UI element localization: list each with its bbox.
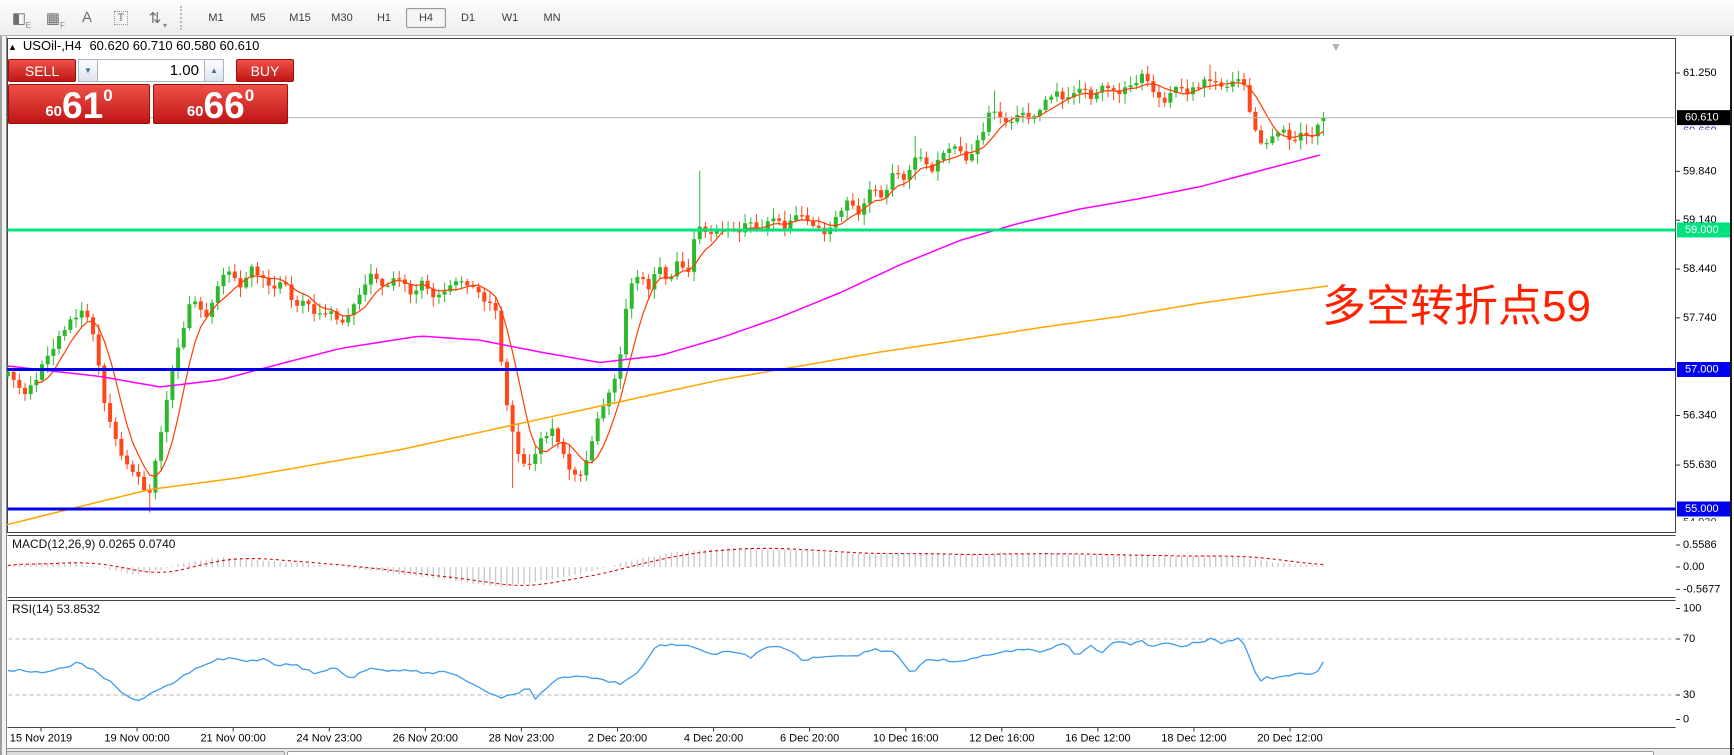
price-chart[interactable]: 61.25059.84059.14058.44057.74056.34055.6… xyxy=(0,36,1734,755)
sell-button[interactable]: SELL xyxy=(8,59,76,82)
svg-text:10 Dec 16:00: 10 Dec 16:00 xyxy=(873,733,938,745)
svg-text:4 Dec 20:00: 4 Dec 20:00 xyxy=(684,733,743,745)
svg-text:19 Nov 00:00: 19 Nov 00:00 xyxy=(104,733,169,745)
svg-text:28 Nov 23:00: 28 Nov 23:00 xyxy=(489,733,554,745)
buy-price-prefix: 60 xyxy=(186,103,204,120)
tf-button-m5[interactable]: M5 xyxy=(250,11,266,24)
svg-text:21 Nov 00:00: 21 Nov 00:00 xyxy=(200,733,265,745)
tf-button-h4[interactable]: H4 xyxy=(406,7,446,28)
chart-title: ▲ USOil-,H4 60.620 60.710 60.580 60.610 xyxy=(8,38,298,53)
chart-annotation-text: 多空转折点59 xyxy=(1322,282,1591,331)
toolbar: ◧ E ▦ F A T ⇅ ▾ M1 M5 M15 M30 H1 H4 D1 W… xyxy=(0,0,1734,36)
tf-button-d1[interactable]: D1 xyxy=(460,11,476,24)
svg-text:59.840: 59.840 xyxy=(1683,165,1717,177)
tf-button-mn[interactable]: MN xyxy=(543,11,561,24)
bottom-tab-strip xyxy=(0,748,1734,755)
macd-panel xyxy=(7,547,1325,587)
svg-text:15 Nov 2019: 15 Nov 2019 xyxy=(10,733,72,745)
dropdown-caret-icon: ▾ xyxy=(162,20,167,30)
svg-text:54.930: 54.930 xyxy=(1683,517,1717,529)
price-axis: 61.25059.84059.14058.44057.74056.34055.6… xyxy=(1676,67,1730,726)
ohlc-values: 60.620 60.710 60.580 60.610 xyxy=(89,38,260,53)
symbol-title: USOil-,H4 xyxy=(22,38,82,53)
bottom-tab-left[interactable] xyxy=(6,751,285,755)
svg-text:58.440: 58.440 xyxy=(1683,263,1717,275)
svg-text:30: 30 xyxy=(1683,689,1695,701)
svg-text:57.740: 57.740 xyxy=(1683,312,1717,324)
svg-text:0.00: 0.00 xyxy=(1683,561,1704,573)
volume-decrease-button[interactable]: ▼ xyxy=(78,59,98,82)
volume-increase-button[interactable]: ▲ xyxy=(204,59,224,82)
svg-text:26 Nov 20:00: 26 Nov 20:00 xyxy=(393,733,458,745)
indicators-icon[interactable]: ◧ E xyxy=(11,9,31,30)
text-label-icon[interactable]: A xyxy=(81,9,92,26)
tf-button-m1[interactable]: M1 xyxy=(208,11,224,24)
svg-text:61.250: 61.250 xyxy=(1683,67,1717,79)
bottom-tab-right[interactable] xyxy=(287,751,1654,755)
panel-frames xyxy=(7,38,1676,728)
buy-price-display[interactable]: 60 66 0 xyxy=(153,84,288,124)
rsi-label: RSI(14) 53.8532 xyxy=(12,602,101,616)
window-left-edge xyxy=(0,36,7,755)
svg-text:0.5586: 0.5586 xyxy=(1683,539,1717,551)
svg-text:-0.5677: -0.5677 xyxy=(1683,583,1720,595)
moving-averages xyxy=(0,82,1329,528)
svg-text:16 Dec 12:00: 16 Dec 12:00 xyxy=(1065,733,1130,745)
svg-text:12 Dec 16:00: 12 Dec 16:00 xyxy=(969,733,1034,745)
tf-button-w1[interactable]: W1 xyxy=(501,11,519,24)
sell-price-prefix: 60 xyxy=(45,103,63,120)
svg-text:55.630: 55.630 xyxy=(1683,459,1717,471)
svg-text:55.000: 55.000 xyxy=(1685,503,1719,515)
tf-button-m30[interactable]: M30 xyxy=(331,11,353,24)
chart-window: 61.250 59.840 59.140 58.440 57.740 56.340 55.6… xyxy=(0,36,1734,755)
svg-text:18 Dec 12:00: 18 Dec 12:00 xyxy=(1161,733,1226,745)
sell-price-display[interactable]: 60 61 0 xyxy=(8,84,150,124)
window-right-edge xyxy=(1730,36,1732,755)
svg-text:24 Nov 23:00: 24 Nov 23:00 xyxy=(297,733,362,745)
scroll-to-end-icon[interactable]: ▼ xyxy=(1330,40,1342,54)
macd-label: MACD(12,26,9) 0.0265 0.0740 xyxy=(12,537,176,551)
volume-input[interactable] xyxy=(98,59,204,82)
svg-text:2 Dec 20:00: 2 Dec 20:00 xyxy=(588,733,647,745)
time-axis: 15 Nov 2019 19 Nov 00:00 21 Nov 00:00 24 No… xyxy=(10,727,1323,745)
sell-price-sup: 0 xyxy=(103,86,113,105)
sell-price-big: 61 xyxy=(62,85,104,126)
svg-text:70: 70 xyxy=(1683,633,1695,645)
svg-text:57.000: 57.000 xyxy=(1685,363,1719,375)
svg-text:60.660: 60.660 xyxy=(1683,125,1717,137)
svg-text:56.340: 56.340 xyxy=(1683,410,1717,422)
tf-button-h1[interactable]: H1 xyxy=(376,11,392,24)
toolbar-separator xyxy=(180,5,187,30)
collapse-arrow-icon[interactable]: ▲ xyxy=(8,42,17,52)
svg-text:6 Dec 20:00: 6 Dec 20:00 xyxy=(780,733,839,745)
svg-text:100: 100 xyxy=(1683,603,1701,615)
textbox-icon[interactable]: T xyxy=(106,4,136,32)
grid-icon[interactable]: ▦ F xyxy=(45,9,65,30)
tf-button-m15[interactable]: M15 xyxy=(289,11,311,24)
buy-price-big: 66 xyxy=(203,85,245,126)
arrange-icon[interactable]: ⇅ ▾ xyxy=(148,9,167,30)
svg-text:59.000: 59.000 xyxy=(1685,224,1719,236)
one-click-trading-panel: ▲ USOil-,H4 60.620 60.710 60.580 60.610 SE… xyxy=(8,38,298,124)
svg-text:20 Dec 12:00: 20 Dec 12:00 xyxy=(1257,733,1322,745)
candlestick-series xyxy=(6,64,1326,513)
buy-price-sup: 0 xyxy=(244,86,255,105)
buy-button[interactable]: BUY xyxy=(236,59,294,82)
rsi-panel xyxy=(7,637,1676,702)
svg-text:0: 0 xyxy=(1683,714,1689,726)
svg-text:60.610: 60.610 xyxy=(1685,112,1719,124)
